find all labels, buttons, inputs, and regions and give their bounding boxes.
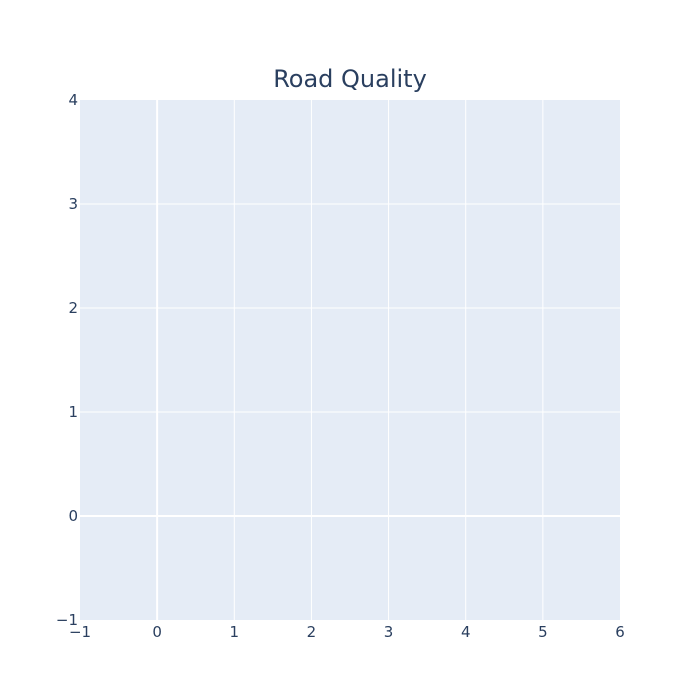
x-tick-label: 0	[152, 623, 162, 641]
tick-labels: −1 0 1 2 3 4 5 6 −1 0 1 2 3 4	[56, 91, 625, 641]
y-tick-label: 4	[68, 91, 78, 109]
x-tick-label: 4	[461, 623, 471, 641]
gridlines	[80, 100, 620, 620]
y-tick-label: −1	[56, 611, 78, 629]
chart-title: Road Quality	[273, 65, 427, 93]
x-tick-label: 1	[230, 623, 240, 641]
y-tick-label: 3	[68, 195, 78, 213]
x-tick-label: 6	[615, 623, 625, 641]
y-tick-label: 0	[68, 507, 78, 525]
x-tick-label: −1	[69, 623, 91, 641]
plot-area	[80, 100, 620, 620]
y-tick-label: 1	[68, 403, 78, 421]
x-tick-label: 3	[384, 623, 394, 641]
y-tick-label: 2	[68, 299, 78, 317]
x-tick-label: 5	[538, 623, 548, 641]
x-tick-label: 2	[307, 623, 317, 641]
